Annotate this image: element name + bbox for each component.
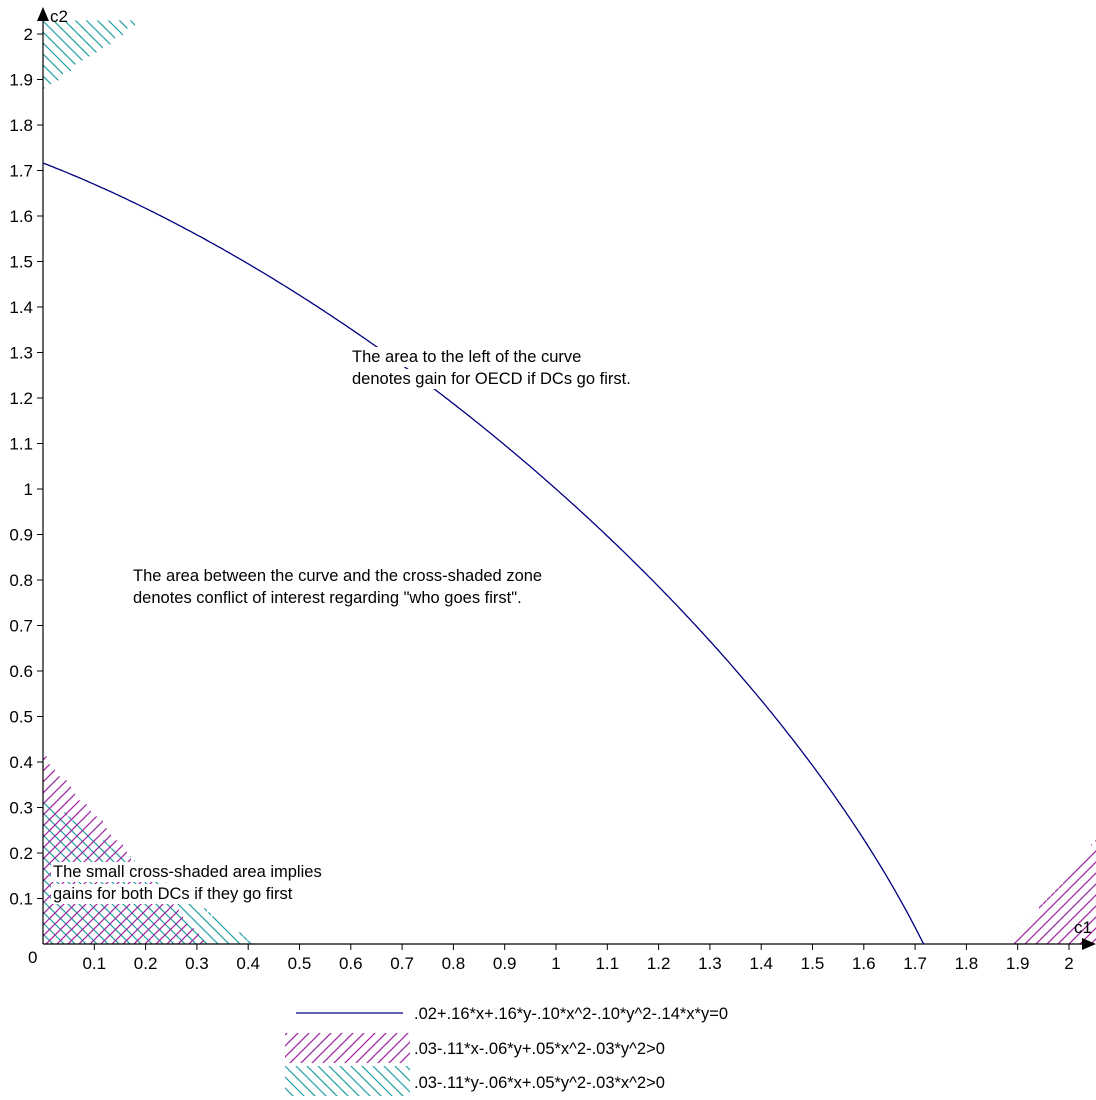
region-magenta [43,756,1096,945]
x-tick-label: 0.2 [134,954,158,973]
y-ticks: 0.1 0.2 0.3 0.4 0.5 0.6 0.7 0.8 0.9 1 1.1 1.2 1.3 1.4… [9,25,43,909]
y-axis-arrow [37,7,49,21]
shaded-regions [43,20,1096,945]
x-tick-label: 0.7 [390,954,414,973]
y-axis-label: c2 [50,7,68,26]
annotation-background [350,347,584,367]
x-tick-label: 0.6 [339,954,363,973]
y-tick-label: 0.2 [9,844,33,863]
annotation-background [350,369,633,389]
y-tick-label: 1.9 [9,71,33,90]
annotation-background [51,862,324,882]
y-tick-label: 0.1 [9,890,33,909]
legend-swatch-teal [285,1066,410,1096]
annotation-dc-gains-line: The small cross-shaded area implies [53,863,322,881]
x-tick-label: 1.4 [749,954,773,973]
x-tick-label: 1.2 [647,954,671,973]
annotation-oecd-gain-line: The area to the left of the curve [352,348,581,366]
y-tick-label: 1.4 [9,298,33,317]
origin-label: 0 [28,948,37,967]
annotation-oecd-gain-line: denotes gain for OECD if DCs go first. [352,370,631,388]
legend-label-curve: .02+.16*x+.16*y-.10*x^2-.10*y^2-.14*x*y=… [414,1005,728,1023]
annotation-background [131,588,524,608]
y-tick-label: 2 [24,25,33,44]
annotation-conflict-line: The area between the curve and the cross… [133,567,542,585]
x-tick-label: 0.4 [236,954,260,973]
x-axis-label: c1 [1074,918,1092,937]
annotation-conflict-line: denotes conflict of interest regarding "… [133,589,522,607]
annotation-background [51,884,295,904]
y-tick-label: 0.6 [9,662,33,681]
x-tick-label: 0.1 [82,954,106,973]
x-tick-label: 1.1 [595,954,619,973]
x-tick-label: 1.5 [801,954,825,973]
y-tick-label: 0.7 [9,617,33,636]
y-tick-label: 1.5 [9,253,33,272]
boundary-curve [42,162,925,945]
y-tick-label: 0.8 [9,571,33,590]
x-tick-label: 0.3 [185,954,209,973]
x-tick-label: 1.6 [852,954,876,973]
y-tick-label: 1 [24,480,33,499]
x-tick-label: 0.8 [442,954,466,973]
y-tick-label: 1.3 [9,344,33,363]
legend-label-magenta: .03-.11*x-.06*y+.05*x^2-.03*y^2>0 [414,1040,665,1058]
x-tick-label: 1.3 [698,954,722,973]
axes: c1 c2 0 [28,7,1096,967]
legend: .02+.16*x+.16*y-.10*x^2-.10*y^2-.14*x*y=… [285,1005,728,1096]
x-tick-label: 2 [1064,954,1073,973]
x-tick-label: 1.7 [903,954,927,973]
x-tick-label: 1 [551,954,560,973]
y-tick-label: 0.9 [9,526,33,545]
y-tick-label: 0.5 [9,708,33,727]
x-ticks: 0.1 0.2 0.3 0.4 0.5 0.6 0.7 0.8 0.9 1 1.1 1.2 1.3 1.4… [82,944,1074,973]
y-tick-label: 1.8 [9,116,33,135]
y-tick-label: 1.1 [9,435,33,454]
x-axis-arrow [1082,938,1096,950]
x-tick-label: 0.9 [493,954,517,973]
annotations: The area to the left of the curve denotes… [51,347,633,904]
annotation-dc-gains-line: gains for both DCs if they go first [53,885,293,903]
y-tick-label: 1.2 [9,389,33,408]
y-tick-label: 1.6 [9,207,33,226]
x-tick-label: 1.8 [955,954,979,973]
y-tick-label: 1.7 [9,162,33,181]
x-tick-label: 0.5 [288,954,312,973]
annotation-background [131,566,545,586]
legend-swatch-magenta [285,1033,410,1063]
legend-label-teal: .03-.11*y-.06*x+.05*y^2-.03*x^2>0 [414,1074,665,1092]
y-tick-label: 0.3 [9,799,33,818]
y-tick-label: 0.4 [9,753,33,772]
x-tick-label: 1.9 [1006,954,1030,973]
